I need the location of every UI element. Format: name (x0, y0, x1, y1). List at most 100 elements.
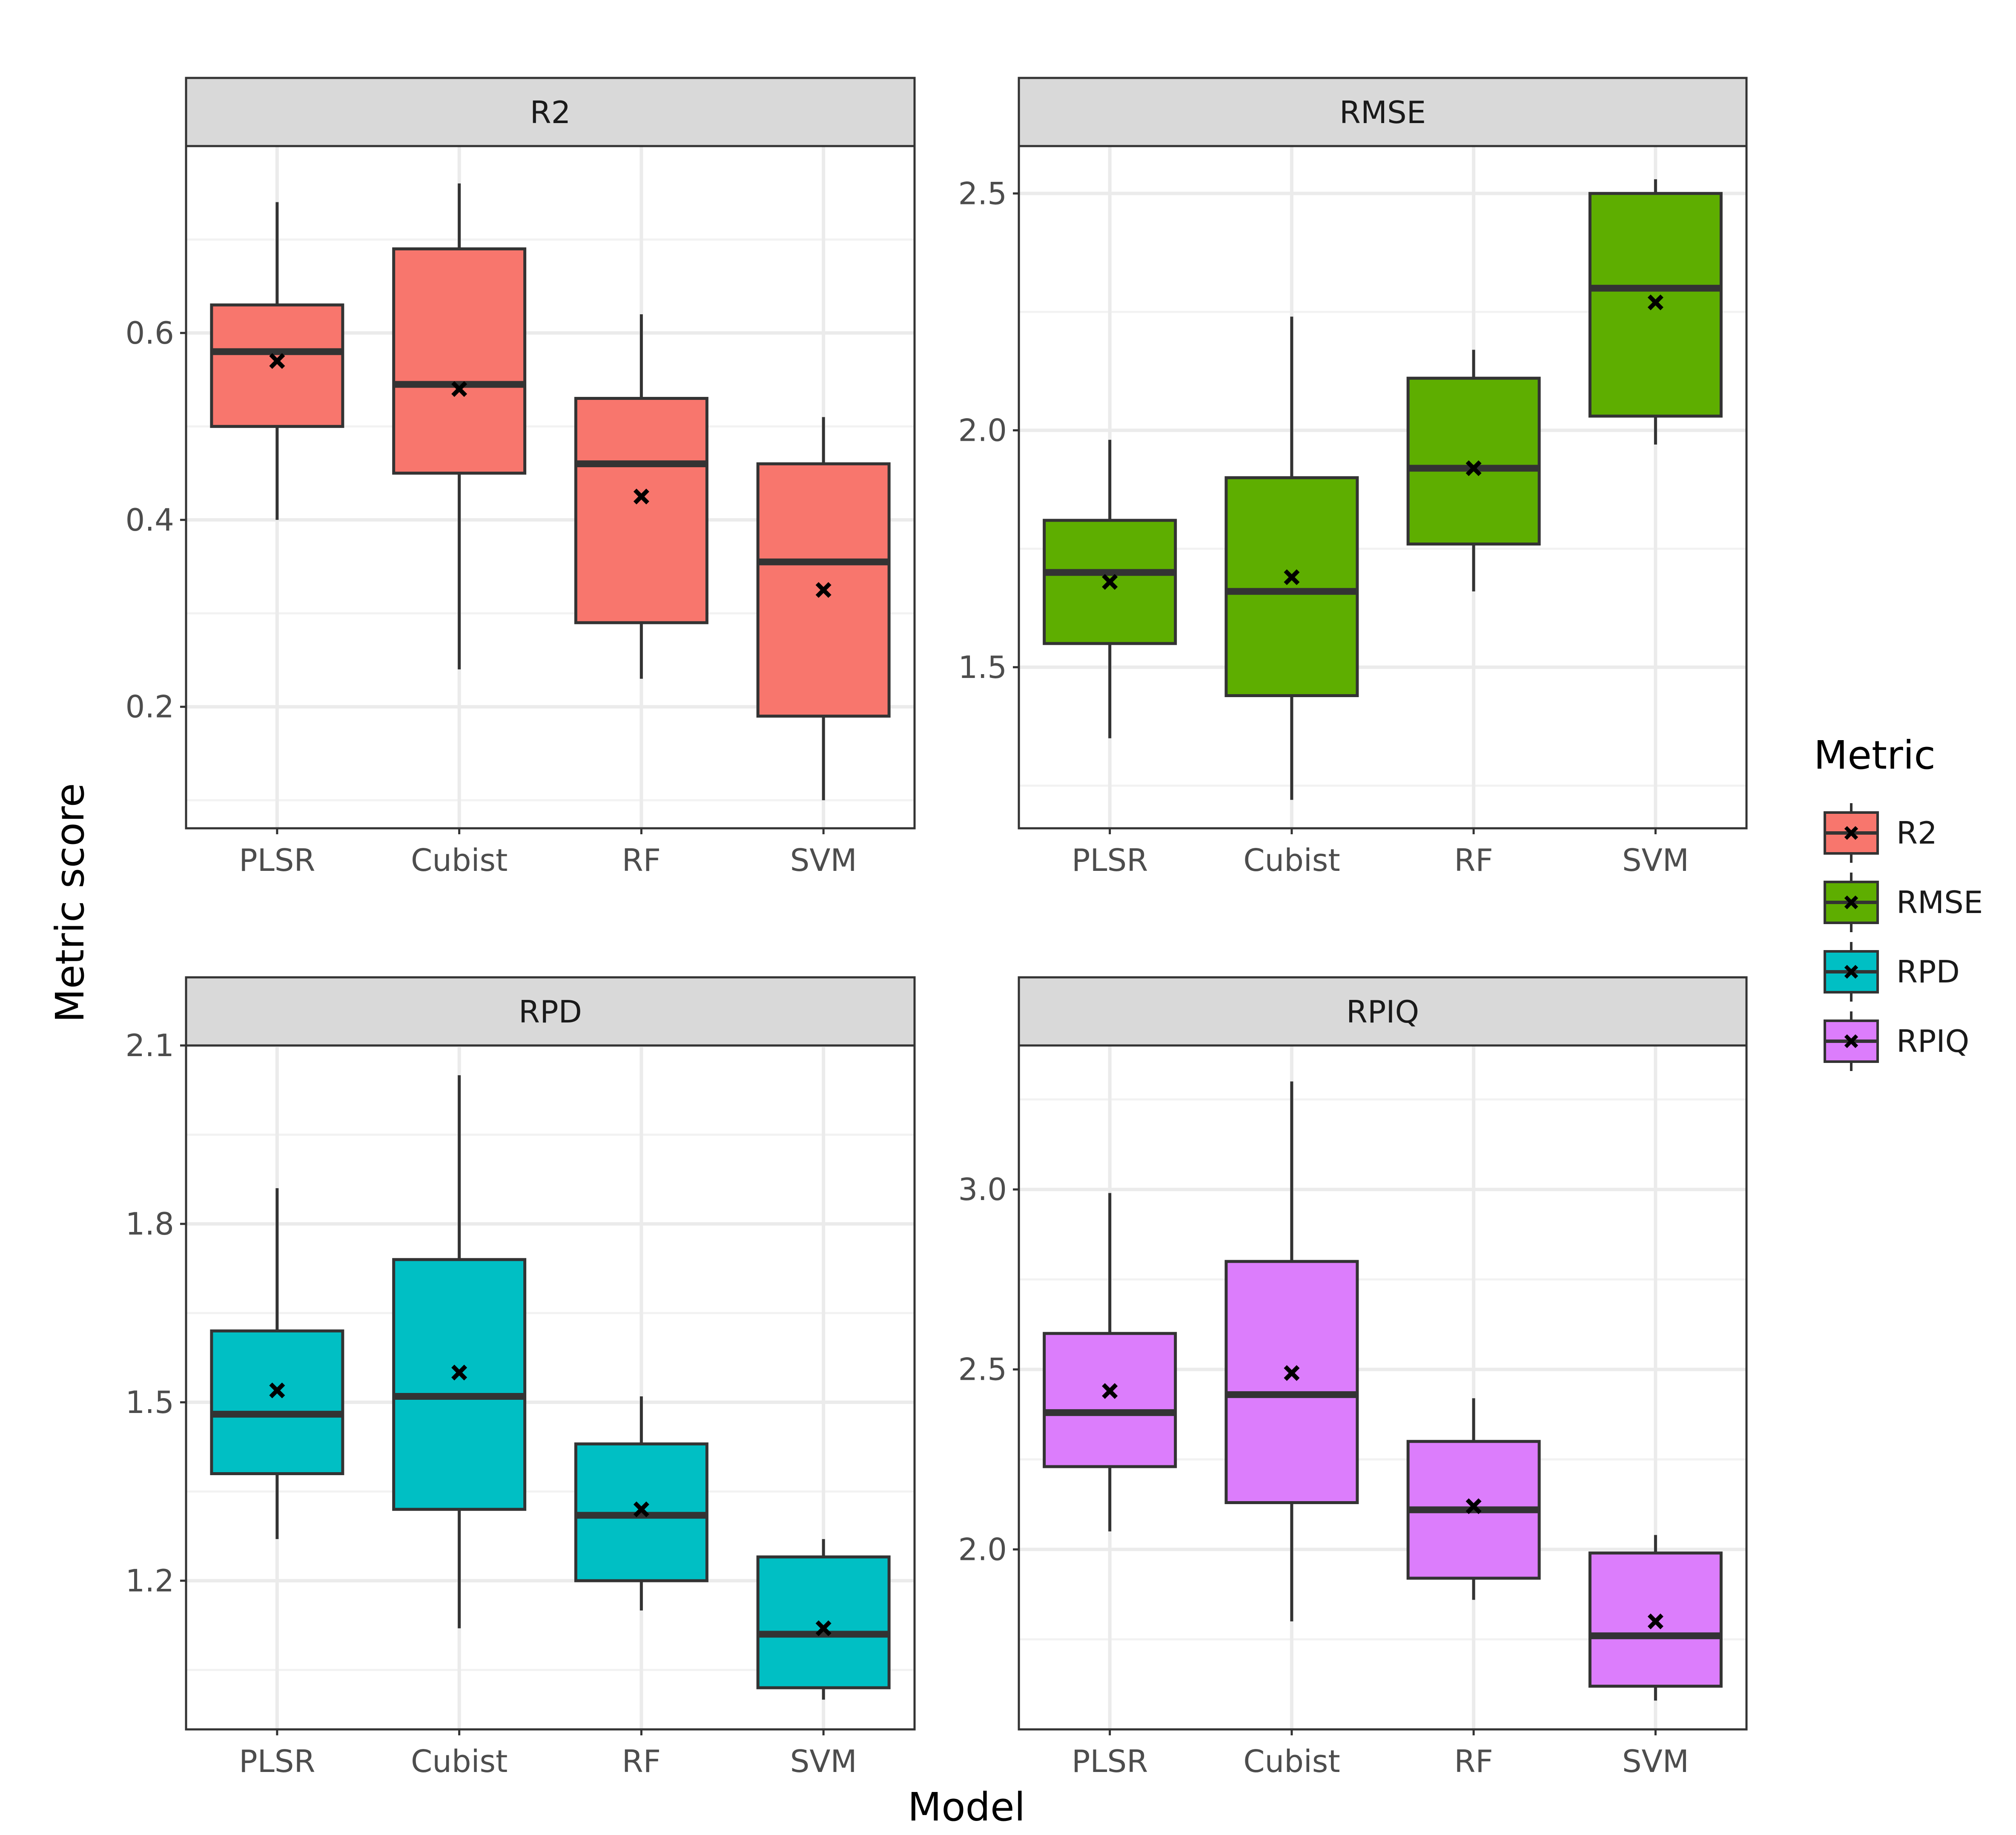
x-tick-label: Cubist (1243, 1743, 1340, 1779)
y-tick-label: 3.0 (958, 1172, 1007, 1207)
legend-key-mean (1844, 1034, 1858, 1048)
box-body (210, 1329, 344, 1475)
box-body (574, 397, 708, 624)
x-tick-label: Cubist (411, 842, 508, 878)
x-tick-label: SVM (790, 842, 857, 878)
legend-key-mean (1844, 826, 1858, 840)
box-rpiq-svm (1588, 1535, 1723, 1701)
box-r2-cubist (392, 183, 527, 669)
facet-panels: R2 0.2 0.4 0.6 PLSR Cubist RF SVM RMSE 1.5 2.0 2.5 P… (125, 77, 1748, 1779)
mean-marker-stroke (1284, 1365, 1300, 1381)
box-rpiq-cubist (1225, 1081, 1359, 1622)
box-rpd-rf (574, 1396, 708, 1611)
strip-label-rpiq: RPIQ (1346, 994, 1419, 1030)
panel-rpd: RPD 1.2 1.5 1.8 2.1 PLSR Cubist RF SVM (125, 976, 916, 1779)
legend-key-mean (1844, 895, 1858, 910)
box-r2-plsr (210, 202, 344, 520)
mean-marker (1647, 294, 1663, 310)
x-tick-label: PLSR (1072, 1743, 1148, 1779)
x-tick-label: PLSR (239, 842, 315, 878)
box-body (392, 247, 527, 475)
x-tick-label: PLSR (239, 1743, 315, 1779)
mean-marker-stroke (269, 353, 285, 369)
mean-marker (815, 1620, 832, 1637)
x-tick-label: RF (1454, 1743, 1493, 1779)
x-tick-label: SVM (790, 1743, 857, 1779)
box-r2-svm (756, 417, 891, 801)
box-rmse-rf (1406, 350, 1541, 592)
panel-border (1018, 1044, 1748, 1731)
panel-border (185, 1044, 916, 1731)
mean-marker (451, 1364, 467, 1381)
mean-marker-stroke (1102, 574, 1118, 590)
strip-rpiq (1018, 976, 1748, 1047)
mean-marker (1284, 1365, 1300, 1381)
x-tick-label: RF (622, 1743, 661, 1779)
box-rmse-plsr (1043, 439, 1177, 738)
y-axis-title: Metric score (47, 783, 93, 1022)
mean-marker-stroke (1284, 569, 1300, 585)
box-rpd-svm (756, 1539, 891, 1700)
mean-marker (269, 1382, 285, 1399)
mean-marker (1102, 574, 1118, 590)
y-tick-label: 2.1 (125, 1028, 174, 1063)
mean-marker-stroke (451, 1364, 467, 1381)
box-rpd-cubist (392, 1075, 527, 1628)
y-tick-label: 0.4 (125, 502, 174, 538)
box-rpiq-plsr (1043, 1193, 1177, 1532)
mean-marker (1647, 1613, 1663, 1629)
mean-marker-stroke (269, 1382, 285, 1399)
y-tick-label: 1.5 (125, 1384, 174, 1420)
legend-label-r2: R2 (1896, 815, 1937, 851)
strip-label-r2: R2 (530, 95, 571, 130)
legend-key-mean (1844, 965, 1858, 979)
legend-key-r2: R2 (1824, 803, 1937, 863)
mean-marker-stroke (451, 381, 467, 397)
strip-label-rmse: RMSE (1339, 95, 1426, 130)
y-tick-label: 2.5 (958, 1352, 1007, 1387)
strip-rmse (1018, 77, 1748, 147)
box-body (1225, 1260, 1359, 1504)
box-rmse-cubist (1225, 316, 1359, 800)
box-body (392, 1258, 527, 1511)
x-tick-label: RF (1454, 842, 1493, 878)
mean-marker-stroke (1465, 460, 1482, 477)
legend-keys: R2 RMSE RPD RPIQ (1824, 803, 1983, 1071)
mean-marker-stroke (1647, 1613, 1663, 1629)
box-body (756, 1555, 891, 1689)
mean-marker (269, 353, 285, 369)
legend: Metric R2 RMSE RPD RPIQ (1814, 732, 1983, 1071)
mean-marker (815, 582, 832, 598)
y-tick-label: 2.0 (958, 413, 1007, 448)
box-body (1406, 376, 1541, 546)
legend-key-rpd: RPD (1824, 942, 1960, 1002)
mean-marker (451, 381, 467, 397)
y-tick-label: 0.2 (125, 689, 174, 725)
strip-label-rpd: RPD (519, 994, 582, 1030)
mean-marker-stroke (815, 582, 832, 598)
mean-marker-stroke (633, 1501, 649, 1517)
panel-r2: R2 0.2 0.4 0.6 PLSR Cubist RF SVM (125, 77, 916, 878)
x-tick-label: SVM (1622, 1743, 1689, 1779)
x-tick-label: Cubist (1243, 842, 1340, 878)
x-tick-label: RF (622, 842, 661, 878)
mean-marker-stroke (1647, 294, 1663, 310)
mean-marker-stroke (633, 488, 649, 505)
mean-marker-stroke (815, 1620, 832, 1637)
y-tick-label: 1.8 (125, 1206, 174, 1242)
x-axis-title: Model (908, 1784, 1025, 1830)
panel-border (1018, 145, 1748, 830)
legend-title: Metric (1814, 732, 1936, 778)
y-tick-label: 2.0 (958, 1531, 1007, 1567)
mean-marker-stroke (1465, 1498, 1482, 1514)
legend-label-rpiq: RPIQ (1896, 1023, 1969, 1059)
box-rpiq-rf (1406, 1398, 1541, 1600)
box-r2-rf (574, 314, 708, 679)
mean-marker (1465, 460, 1482, 477)
legend-label-rmse: RMSE (1896, 884, 1983, 920)
x-tick-label: SVM (1622, 842, 1689, 878)
x-tick-label: PLSR (1072, 842, 1148, 878)
box-rpd-plsr (210, 1188, 344, 1539)
y-tick-label: 2.5 (958, 175, 1007, 211)
